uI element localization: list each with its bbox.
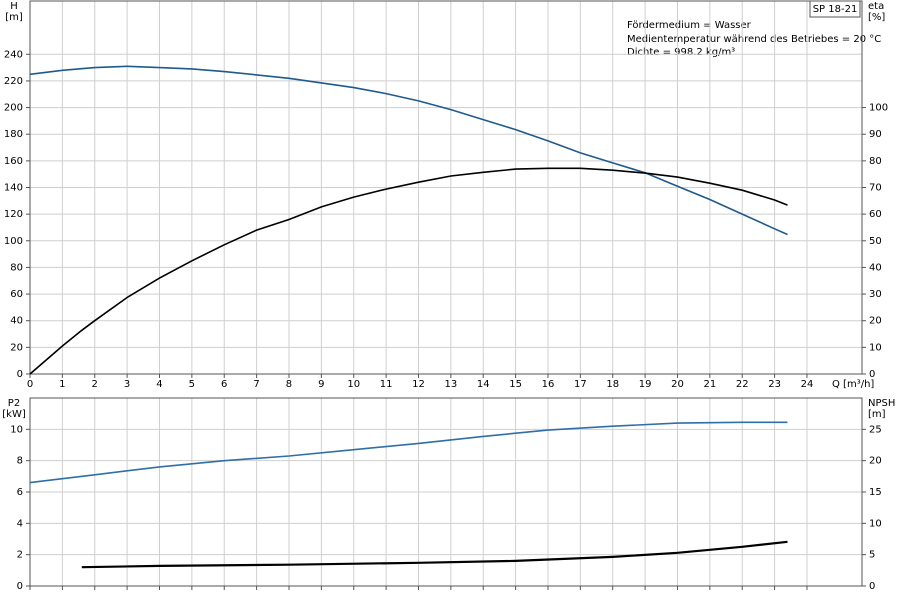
x-tick-label: 0 <box>27 379 33 390</box>
annotation: Medientemperatur während des Betriebes =… <box>627 34 881 45</box>
y-axis-label: P2 <box>8 398 20 409</box>
x-tick-label: 23 <box>768 379 781 390</box>
x-tick-label: 19 <box>639 379 652 390</box>
plot-frame <box>29 0 863 375</box>
y-tick-label: 6 <box>17 487 23 498</box>
y2-axis-label: [m] <box>868 409 886 420</box>
chart-title: SP 18-21 <box>813 4 858 15</box>
y2-tick-label: 30 <box>869 289 882 300</box>
x-tick-label: 12 <box>412 379 425 390</box>
y2-tick-label: 20 <box>869 316 882 327</box>
series-line <box>29 65 788 236</box>
y2-axis-label: [%] <box>868 12 885 23</box>
y2-tick-label: 80 <box>869 156 882 167</box>
y-tick-label: 4 <box>17 518 23 529</box>
y2-tick-label: 50 <box>869 236 882 247</box>
y2-tick-label: 15 <box>869 487 882 498</box>
x-tick-label: 16 <box>542 379 555 390</box>
y-tick-label: 0 <box>17 369 23 380</box>
y2-tick-label: 0 <box>869 369 875 380</box>
series-line <box>29 421 788 484</box>
x-tick-label: 8 <box>286 379 292 390</box>
x-tick-label: 9 <box>318 379 324 390</box>
x-tick-label: 21 <box>703 379 716 390</box>
y2-tick-label: 20 <box>869 456 882 467</box>
x-tick-label: 14 <box>477 379 490 390</box>
y-tick-label: 180 <box>4 129 23 140</box>
x-tick-label: 4 <box>156 379 162 390</box>
y2-tick-label: 10 <box>869 518 882 529</box>
y2-tick-label: 60 <box>869 209 882 220</box>
title-box <box>809 0 861 18</box>
y-tick-label: 60 <box>10 289 23 300</box>
y-axis-label: [m] <box>5 12 23 23</box>
y-tick-label: 10 <box>10 424 23 435</box>
x-tick-label: 11 <box>380 379 393 390</box>
annotation: Fördermedium = Wasser <box>627 20 752 31</box>
y-tick-label: 100 <box>4 236 23 247</box>
x-tick-label: 7 <box>253 379 259 390</box>
y-tick-label: 0 <box>17 581 23 592</box>
y-tick-label: 220 <box>4 76 23 87</box>
x-tick-label: 3 <box>124 379 130 390</box>
series-line <box>81 540 788 569</box>
y2-axis-label: eta <box>868 1 884 12</box>
y2-tick-label: 5 <box>869 550 875 561</box>
x-tick-label: 2 <box>92 379 98 390</box>
x-tick-label: 20 <box>671 379 684 390</box>
annotation: Dichte = 998.2 kg/m³ <box>627 47 735 58</box>
y2-tick-label: 90 <box>869 129 882 140</box>
x-tick-label: 15 <box>509 379 522 390</box>
x-tick-label: 5 <box>189 379 195 390</box>
x-tick-label: 24 <box>801 379 814 390</box>
y2-axis-label: NPSH <box>868 398 895 409</box>
y2-tick-label: 0 <box>869 581 875 592</box>
y-tick-label: 120 <box>4 209 23 220</box>
x-tick-label: 6 <box>221 379 227 390</box>
y2-tick-label: 70 <box>869 183 882 194</box>
x-axis-label: Q [m³/h] <box>832 379 874 390</box>
y-tick-label: 40 <box>10 316 23 327</box>
y-tick-label: 2 <box>17 550 23 561</box>
x-tick-label: 17 <box>574 379 587 390</box>
x-tick-label: 22 <box>736 379 749 390</box>
y-tick-label: 20 <box>10 342 23 353</box>
y-tick-label: 200 <box>4 103 23 114</box>
x-tick-label: 1 <box>59 379 65 390</box>
y-tick-label: 80 <box>10 262 23 273</box>
plot-frame <box>29 397 863 587</box>
y-tick-label: 140 <box>4 183 23 194</box>
x-tick-label: 10 <box>347 379 360 390</box>
y2-tick-label: 100 <box>869 103 888 114</box>
y2-tick-label: 10 <box>869 342 882 353</box>
y2-tick-label: 40 <box>869 262 882 273</box>
y-tick-label: 240 <box>4 49 23 60</box>
y2-tick-label: 25 <box>869 424 882 435</box>
series-line <box>29 167 788 375</box>
y-tick-label: 160 <box>4 156 23 167</box>
y-tick-label: 8 <box>17 456 23 467</box>
y-axis-label: [kW] <box>2 409 26 420</box>
x-tick-label: 13 <box>444 379 457 390</box>
x-tick-label: 18 <box>606 379 619 390</box>
y-axis-label: H <box>10 1 18 12</box>
